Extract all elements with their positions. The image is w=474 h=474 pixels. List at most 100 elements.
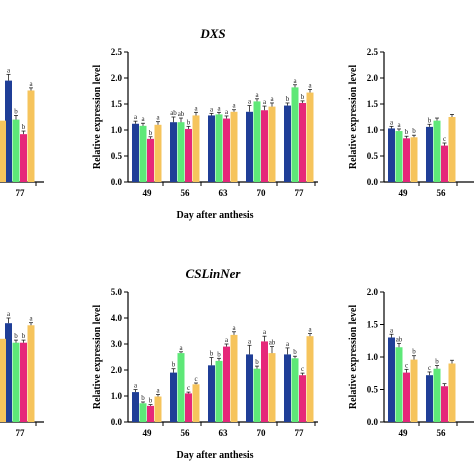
chart-top-right-sig-letter: b — [412, 127, 416, 135]
chart-top-middle-bar — [306, 92, 314, 182]
chart-top-middle-sig-letter: a — [263, 98, 267, 106]
chart-bottom-right-sig-letter: c — [405, 361, 408, 369]
chart-bottom-middle-bar — [223, 346, 230, 422]
chart-top-middle-bar — [284, 105, 291, 182]
chart-bottom-left-bar — [5, 323, 12, 422]
chart-top-right-bar — [441, 145, 448, 182]
chart-top-left-sig-letter: b — [22, 123, 26, 131]
chart-bottom-middle-sig-letter: ab — [269, 339, 276, 347]
chart-bottom-middle-sig-letter: a — [248, 337, 252, 345]
chart-top-middle-sig-letter: b — [187, 118, 191, 126]
chart-bottom-middle-ytick-label: 3.0 — [111, 339, 123, 349]
chart-bottom-middle-ytick-label: 2.0 — [111, 365, 123, 375]
chart-bottom-middle-sig-letter: c — [301, 365, 304, 373]
chart-bottom-middle-bar — [170, 372, 177, 422]
chart-bottom-middle-sig-letter: b — [141, 394, 145, 402]
chart-bottom-middle-xtick-label: 49 — [143, 428, 153, 438]
chart-bottom-right-ytick-label: 0.0 — [367, 417, 379, 427]
chart-bottom-middle-ylabel: Relative expression level — [92, 305, 103, 409]
chart-top-right-bar — [403, 138, 410, 182]
chart-top-middle-sig-letter: a — [255, 91, 259, 99]
chart-bottom-right-bar — [403, 372, 410, 422]
chart-top-middle-bar — [215, 114, 223, 182]
chart-bottom-middle-sig-letter: a — [179, 344, 183, 352]
chart-bottom-middle-sig-letter: b — [149, 397, 153, 405]
chart-top-middle-sig-letter: a — [156, 114, 160, 122]
chart-bottom-middle-sig-letter: c — [194, 375, 197, 383]
chart-bottom-middle-bar — [284, 354, 291, 422]
chart-top-middle-bar — [246, 111, 253, 182]
chart-bottom-right-sig-letter: b — [435, 357, 439, 365]
chart-bottom-middle-bar — [230, 334, 238, 422]
chart-bottom-left-bar — [0, 338, 6, 422]
chart-top-left-bar — [12, 119, 20, 182]
chart-top-middle-bar — [185, 128, 192, 182]
chart-top-middle-sig-letter: b — [286, 95, 290, 103]
chart-bottom-middle-sig-letter: c — [187, 384, 190, 392]
chart-bottom-middle-sig-letter: a — [225, 336, 229, 344]
chart-bottom-middle-bar — [299, 375, 306, 422]
chart-top-middle-bar — [208, 115, 215, 182]
chart-bottom-middle-bar — [147, 405, 154, 422]
chart-bottom-right-ytick-label: 0.5 — [367, 385, 379, 395]
chart-top-middle-sig-letter: a — [293, 77, 297, 85]
chart-top-right-ytick-label: 2.5 — [367, 47, 379, 57]
chart-top-right-sig-letter: b — [405, 128, 409, 136]
chart-bottom-left-sig-letter: b — [14, 332, 18, 340]
chart-bottom-middle-xtick-label: 70 — [257, 428, 267, 438]
chart-top-middle-ytick-label: 1.5 — [111, 99, 123, 109]
chart-top-right-ytick-label: 0.0 — [367, 177, 379, 187]
chart-top-middle-xtick-label: 56 — [181, 188, 191, 198]
chart-bottom-middle-sig-letter: a — [156, 386, 160, 394]
chart-top-middle-bar — [139, 125, 147, 182]
chart-top-right-ytick-label: 2.0 — [367, 73, 379, 83]
chart-bottom-middle-bar — [177, 353, 185, 422]
chart-top-middle-bar — [223, 118, 230, 182]
chart-top-right-xtick-label: 56 — [437, 188, 447, 198]
chart-bottom-right-bar — [426, 375, 433, 422]
chart-top-right-bar — [426, 126, 433, 182]
chart-top-middle-bar — [177, 122, 185, 182]
chart-bottom-left-bar — [20, 342, 27, 422]
chart-bottom-middle-ytick-label: 0.0 — [111, 417, 123, 427]
chart-top-middle-bar — [230, 111, 238, 182]
chart-top-right-sig-letter: a — [390, 118, 394, 126]
chart-bottom-right-sig-letter: c — [428, 364, 431, 372]
chart-bottom-middle-bar — [192, 384, 200, 422]
chart-bottom-middle-bar — [291, 358, 299, 422]
chart-bottom-middle-bar — [215, 360, 223, 422]
chart-top-middle-ytick-label: 1.0 — [111, 125, 123, 135]
chart-top-middle-ytick-label: 2.0 — [111, 73, 123, 83]
chart-top-right-bar — [410, 137, 418, 182]
chart-bottom-middle-ytick-label: 1.0 — [111, 391, 123, 401]
chart-bottom-right-bar — [410, 359, 418, 422]
chart-top-left-sig-letter: a — [7, 66, 11, 74]
chart-bottom-right-ytick-label: 1.0 — [367, 352, 379, 362]
chart-top-middle-bar — [147, 138, 154, 182]
chart-bottom-middle-sig-letter: a — [263, 328, 267, 336]
chart-bottom-middle-xlabel: Day after anthesis — [176, 450, 253, 461]
chart-bottom-left-bar — [12, 342, 20, 422]
chart-top-middle-xtick-label: 70 — [257, 188, 267, 198]
chart-bottom-middle-bar — [306, 336, 314, 422]
chart-bottom-middle-bar — [246, 354, 253, 422]
chart-bottom-right-sig-letter: b — [412, 348, 416, 356]
chart-top-middle-ylabel: Relative expression level — [92, 65, 103, 169]
chart-bottom-middle-sig-letter: b — [172, 361, 176, 369]
chart-top-middle-sig-letter: a — [210, 105, 214, 113]
chart-top-middle-sig-letter: a — [248, 98, 252, 106]
chart-top-left-bar — [0, 120, 6, 182]
chart-top-right-ylabel: Relative expression level — [348, 65, 359, 169]
chart-top-middle-sig-letter: ab — [178, 110, 185, 118]
chart-top-middle-bar — [268, 106, 276, 182]
chart-bottom-right-bar — [448, 363, 456, 422]
chart-top-left-bar — [27, 90, 35, 182]
chart-top-middle-sig-letter: a — [141, 115, 145, 123]
chart-bottom-middle-ytick-label: 4.0 — [111, 313, 123, 323]
chart-top-middle-bar — [170, 122, 177, 182]
chart-top-middle-sig-letter: a — [217, 104, 221, 112]
chart-top-middle-bar — [299, 102, 306, 182]
chart-bottom-middle-bar — [253, 368, 261, 422]
chart-top-right-bar — [388, 128, 395, 182]
